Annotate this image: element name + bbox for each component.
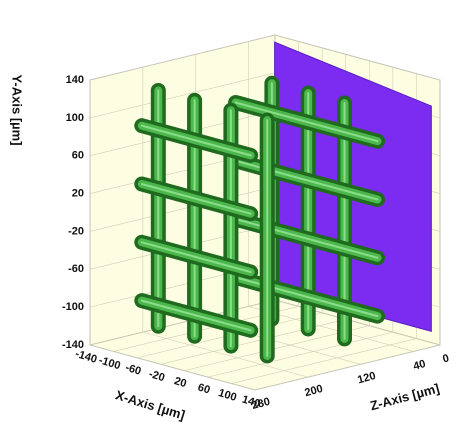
x-axis-label: X-Axis [µm]	[114, 387, 187, 422]
page: Y-Axis [µm] X-Axis [µm] Z-Axis [µm] 140 1…	[0, 0, 472, 431]
y-tick-label: -100	[62, 301, 84, 313]
chart: Y-Axis [µm] X-Axis [µm] Z-Axis [µm] 140 1…	[0, 0, 472, 431]
z-axis-label: Z-Axis [µm]	[368, 381, 441, 414]
y-tick-label: -20	[68, 225, 84, 237]
y-tick-label: 140	[66, 74, 84, 86]
x-tick-label: -140	[74, 348, 99, 366]
x-tick-label: 60	[196, 382, 211, 397]
x-tick-label: 100	[217, 387, 238, 404]
z-tick-label: 0	[441, 352, 450, 365]
z-tick-label: 120	[356, 370, 377, 386]
z-tick-label: 40	[412, 358, 427, 373]
x-tick-label: 20	[173, 375, 188, 390]
x-tick-label: -20	[147, 368, 166, 384]
y-tick-label: 100	[66, 112, 84, 124]
y-tick-label: 60	[72, 150, 84, 162]
y-axis-label: Y-Axis [µm]	[10, 74, 25, 145]
z-tick-label: 200	[303, 383, 324, 399]
y-tick-label: 20	[72, 187, 84, 199]
x-tick-label: -60	[124, 362, 143, 378]
y-tick-label: -60	[68, 263, 84, 275]
x-tick-label: -100	[97, 354, 122, 372]
